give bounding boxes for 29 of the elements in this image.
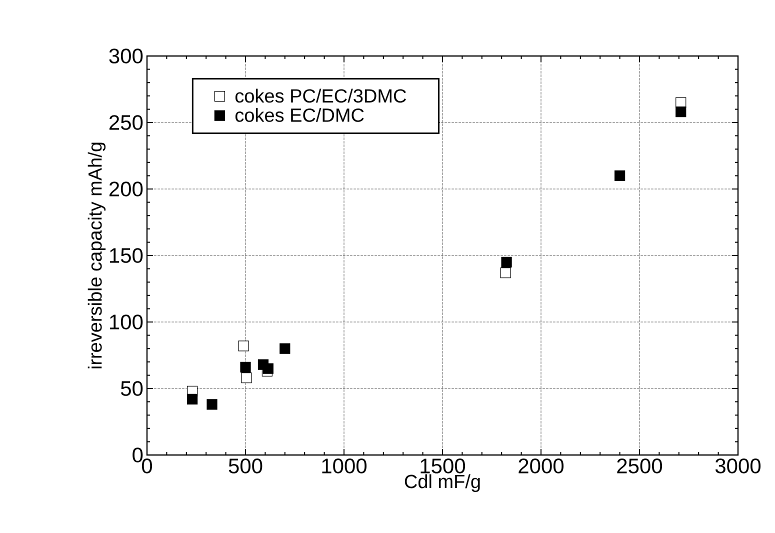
x-tick-label: 3000 — [715, 458, 761, 474]
y-axis-title: irreversible capacity mAh/g — [88, 142, 106, 368]
point — [614, 170, 626, 181]
y-tick-label: 50 — [120, 381, 143, 396]
x-tick-label: 500 — [228, 458, 262, 474]
y-tick-label: 0 — [132, 448, 143, 462]
y-tick-label: 300 — [109, 48, 143, 64]
point — [240, 362, 251, 373]
y-tick-label: 250 — [109, 115, 143, 130]
x-tick-label: 1000 — [322, 458, 367, 474]
x-axis-title: Cdl mF/g — [404, 474, 480, 492]
point — [187, 394, 198, 404]
point — [206, 399, 218, 410]
point — [500, 267, 511, 278]
point — [280, 343, 290, 354]
x-tick-label: 1500 — [420, 458, 466, 474]
legend-label: cokes PC/EC/3DMC — [235, 88, 406, 103]
point — [238, 340, 249, 352]
point — [676, 106, 686, 118]
x-tick-label: 2000 — [518, 458, 564, 474]
point — [501, 256, 512, 268]
legend-label: cokes EC/DMC — [235, 108, 364, 122]
x-tick-label: 0 — [142, 458, 152, 474]
y-tick-label: 150 — [110, 248, 143, 263]
y-tick-label: 200 — [109, 182, 143, 196]
point — [262, 363, 274, 374]
y-tick-label: 100 — [110, 314, 143, 330]
x-tick-label: 2500 — [617, 458, 662, 474]
point — [241, 372, 252, 384]
